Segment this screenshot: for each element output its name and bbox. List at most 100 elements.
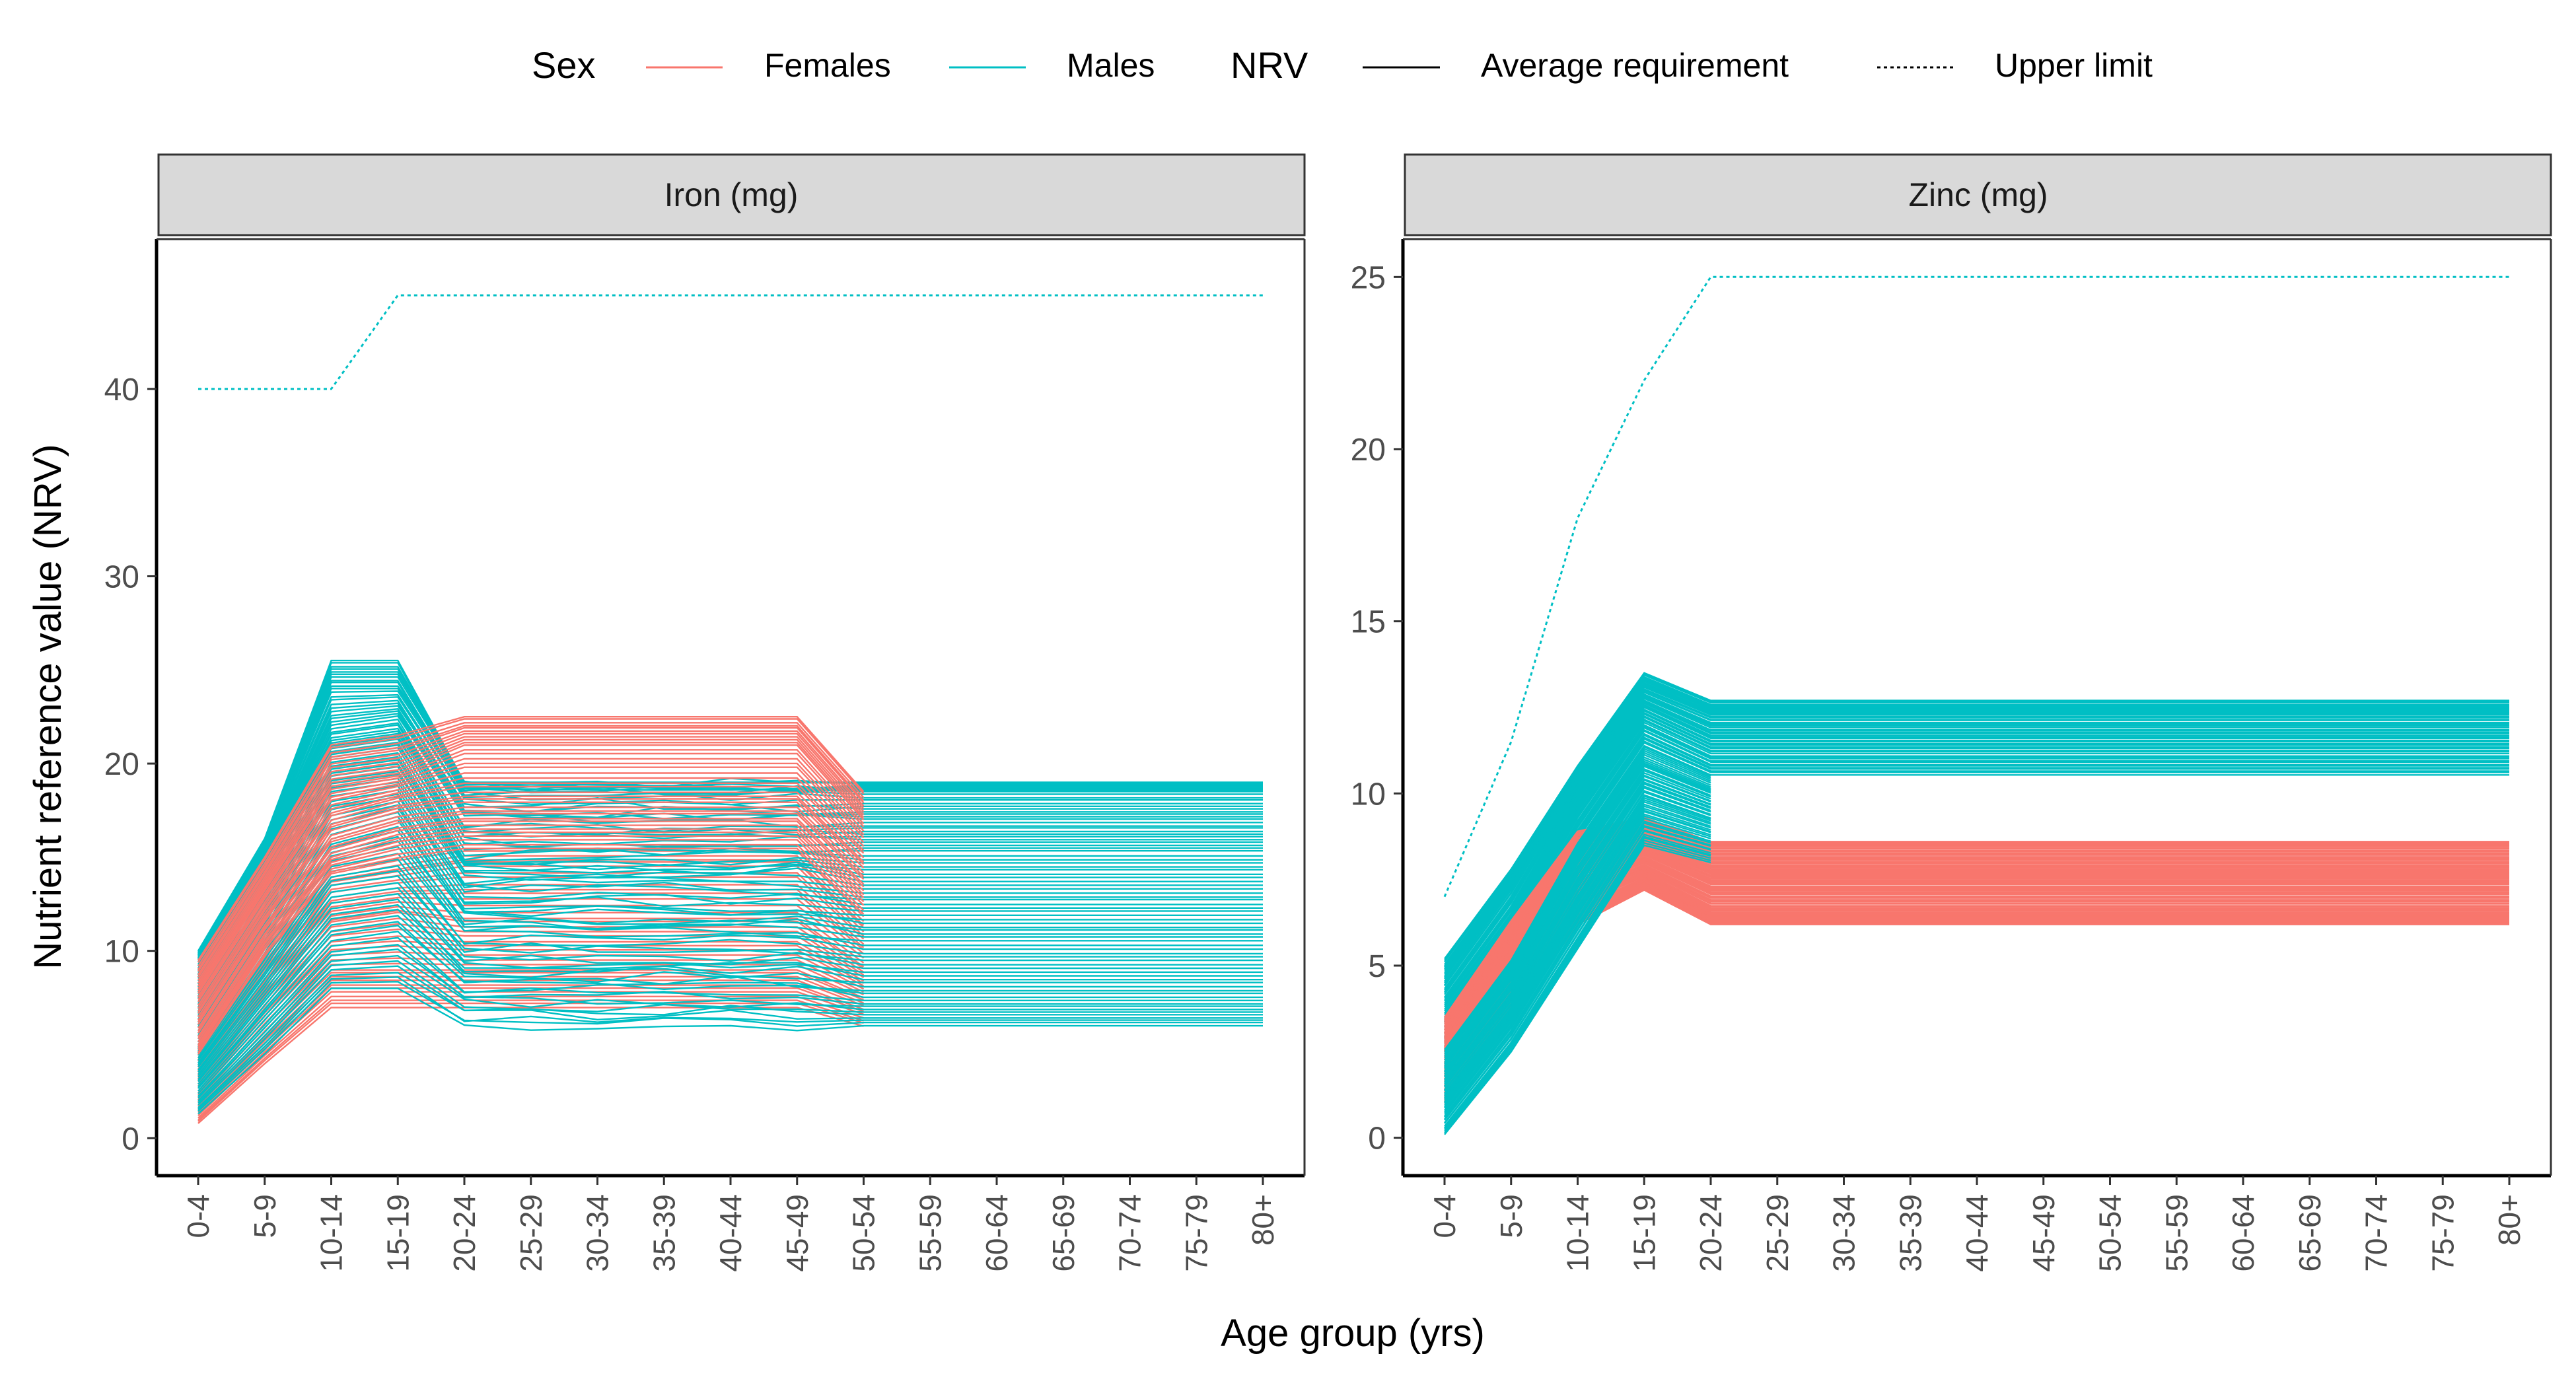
- line-male-0: [197, 987, 1263, 1115]
- legend-label-males: Males: [1067, 47, 1155, 84]
- line-male-lo-9: [1444, 824, 1711, 1120]
- x-tick-label: 25-29: [514, 1194, 548, 1272]
- line-female-b-8: [197, 818, 865, 1038]
- line-male-29: [197, 826, 1263, 1048]
- line-male-48: [197, 752, 1263, 1003]
- line-male-13: [197, 915, 1263, 1085]
- line-male-lo-24: [1444, 794, 1711, 1094]
- line-male-1: [197, 981, 1263, 1112]
- plot-area-zinc: 0 5 10 15 20 25 0-4 5-9 10-14 15-19 20-24 25-29 30-3…: [1351, 238, 2552, 1272]
- line-male-70: [197, 688, 1263, 961]
- y-axis-title: Nutrient reference value (NRV): [26, 444, 69, 969]
- line-male-lo-14: [1444, 813, 1711, 1111]
- line-male-lo-34: [1444, 774, 1711, 1077]
- line-male-hi-46: [1444, 676, 2509, 965]
- line-male-35: [197, 800, 1263, 1032]
- line-male-24: [197, 853, 1263, 1059]
- line-male-hi-8: [1444, 729, 2509, 1034]
- line-female-31: [1444, 859, 2509, 1066]
- line-male-lo-10: [1444, 822, 1711, 1118]
- x-tick-label: 10-14: [1561, 1194, 1595, 1272]
- line-female-b-17: [197, 782, 865, 1012]
- line-male-8: [197, 944, 1263, 1097]
- line-female-1: [197, 1002, 864, 1122]
- line-female-b-19: [197, 772, 865, 1006]
- x-tick-label: 80+: [2492, 1194, 2526, 1246]
- line-female-b-1: [197, 843, 865, 1053]
- line-male-lo-22: [1444, 797, 1711, 1097]
- x-tick-label: 60-64: [980, 1194, 1014, 1272]
- line-female-b-30: [197, 730, 865, 976]
- y-tick-label: 20: [1351, 433, 1386, 468]
- line-male-hi-32: [1444, 693, 2509, 989]
- line-male-45: [197, 763, 1263, 1008]
- line-male-39: [197, 785, 1263, 1020]
- line-female-b-21: [197, 762, 865, 1000]
- line-male-68: [197, 694, 1263, 965]
- upper-limit-line: [198, 294, 1263, 390]
- line-male-hi-41: [1444, 682, 2509, 974]
- line-female-b-35: [197, 716, 865, 961]
- legend-title-nrv: NRV: [1231, 44, 1308, 86]
- strip-label-iron: Iron (mg): [664, 176, 799, 213]
- y-tick-label: 0: [1368, 1121, 1386, 1156]
- line-male-lo-46: [1444, 750, 1711, 1055]
- legend-title-sex: Sex: [532, 44, 596, 86]
- line-female-b-3: [197, 835, 865, 1049]
- line-male-lo-5: [1444, 834, 1711, 1127]
- line-female-b-27: [197, 738, 865, 984]
- line-female-16: [1444, 873, 2509, 1085]
- line-female-2: [197, 999, 864, 1121]
- line-male-11: [197, 925, 1263, 1089]
- x-tick-label: 70-74: [1113, 1194, 1147, 1272]
- line-male-lo-36: [1444, 769, 1711, 1073]
- line-male-hi-23: [1444, 703, 2509, 1005]
- line-male-hi-19: [1444, 709, 2509, 1012]
- line-male-lo-29: [1444, 783, 1711, 1085]
- line-male-58: [197, 722, 1263, 984]
- line-female-5: [1444, 884, 2509, 1098]
- line-male-lo-32: [1444, 778, 1711, 1081]
- line-male-hi-11: [1444, 724, 2509, 1028]
- line-female-b-33: [197, 722, 865, 967]
- line-male-hi-36: [1444, 688, 2509, 982]
- line-female-b-31: [197, 727, 865, 972]
- line-male-4: [197, 965, 1263, 1106]
- line-female-b-11: [197, 806, 865, 1029]
- line-male-lo-18: [1444, 805, 1711, 1104]
- x-tick-label: 5-9: [248, 1194, 282, 1238]
- line-male-lo-20: [1444, 800, 1711, 1100]
- line-female-3: [197, 995, 864, 1119]
- line-male-lo-47: [1444, 748, 1711, 1053]
- line-female-14: [1444, 875, 2509, 1087]
- x-tick-label: 25-29: [1760, 1194, 1795, 1272]
- line-male-lo-48: [1444, 746, 1711, 1051]
- line-male-17: [197, 893, 1263, 1075]
- line-male-lo-38: [1444, 765, 1711, 1069]
- line-male-hi-28: [1444, 697, 2509, 995]
- line-male-14: [197, 908, 1263, 1083]
- line-male-hi-4: [1444, 736, 2509, 1042]
- line-female-b-13: [197, 798, 865, 1022]
- line-male-5: [197, 960, 1263, 1104]
- line-male-lo-26: [1444, 789, 1711, 1090]
- line-male-43: [197, 770, 1263, 1012]
- line-female-0: [1444, 889, 2509, 1104]
- line-male-69: [197, 690, 1263, 963]
- line-male-lo-42: [1444, 758, 1711, 1063]
- line-female-b-2: [197, 839, 865, 1051]
- y-tick-label: 10: [104, 935, 139, 970]
- line-male-23: [197, 858, 1263, 1061]
- line-female-25: [197, 892, 865, 1073]
- x-tick-label: 50-54: [2093, 1194, 2128, 1272]
- line-male-66: [197, 699, 1263, 969]
- line-male-lo-16: [1444, 809, 1711, 1108]
- line-male-9: [197, 937, 1263, 1094]
- line-female-11: [1444, 878, 2509, 1091]
- x-tick-label: 15-19: [1627, 1194, 1661, 1272]
- line-female-12: [1444, 877, 2509, 1090]
- line-female-b-22: [197, 758, 865, 997]
- line-female-4: [1444, 885, 2509, 1100]
- line-male-hi-2: [1444, 740, 2509, 1045]
